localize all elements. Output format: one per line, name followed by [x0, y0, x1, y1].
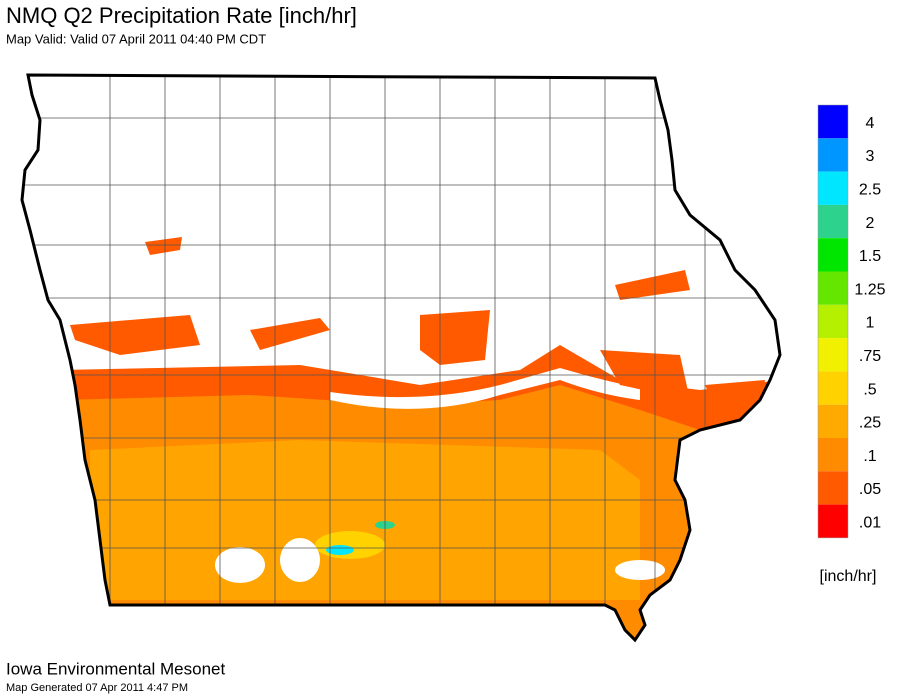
- legend-label: 2: [866, 215, 875, 232]
- legend-swatch: [818, 204, 848, 239]
- legend-frame: [817, 104, 849, 539]
- footer-generated: Map Generated 07 Apr 2011 4:47 PM: [6, 682, 188, 694]
- legend-label: 1.25: [854, 281, 885, 298]
- legend-label: 4: [866, 115, 875, 132]
- legend-label: .1: [863, 448, 876, 465]
- legend-swatch: [818, 404, 848, 438]
- legend-swatch: [818, 304, 848, 339]
- legend-label: 3: [866, 148, 875, 165]
- legend-swatch: [818, 338, 848, 372]
- legend: 4 3 2.5 2 1.5 1.25 1 .75 .5 .25 .1 .05 .01: [817, 104, 886, 539]
- legend-swatch: [818, 371, 848, 405]
- legend-swatch: [818, 238, 848, 272]
- legend-label: 2.5: [859, 181, 881, 198]
- legend-label: .25: [859, 415, 881, 432]
- footer-source: Iowa Environmental Mesonet: [6, 659, 226, 678]
- legend-label: .5: [863, 381, 876, 398]
- legend-swatch: [818, 138, 848, 172]
- legend-swatch: [818, 105, 848, 139]
- legend-label: .01: [859, 514, 881, 531]
- subtitle: Map Valid: Valid 07 April 2011 04:40 PM …: [6, 31, 266, 46]
- legend-swatch: [818, 271, 848, 305]
- legend-label: 1: [866, 315, 875, 332]
- legend-unit: [inch/hr]: [820, 568, 877, 585]
- title: NMQ Q2 Precipitation Rate [inch/hr]: [6, 3, 357, 28]
- legend-swatch: [818, 504, 848, 538]
- legend-swatch: [818, 471, 848, 505]
- legend-label: .05: [859, 481, 881, 498]
- precip-layer: [22, 75, 780, 640]
- legend-swatch: [818, 438, 848, 472]
- legend-swatch: [818, 171, 848, 205]
- legend-label: 1.5: [859, 248, 881, 265]
- legend-label: .75: [859, 348, 881, 365]
